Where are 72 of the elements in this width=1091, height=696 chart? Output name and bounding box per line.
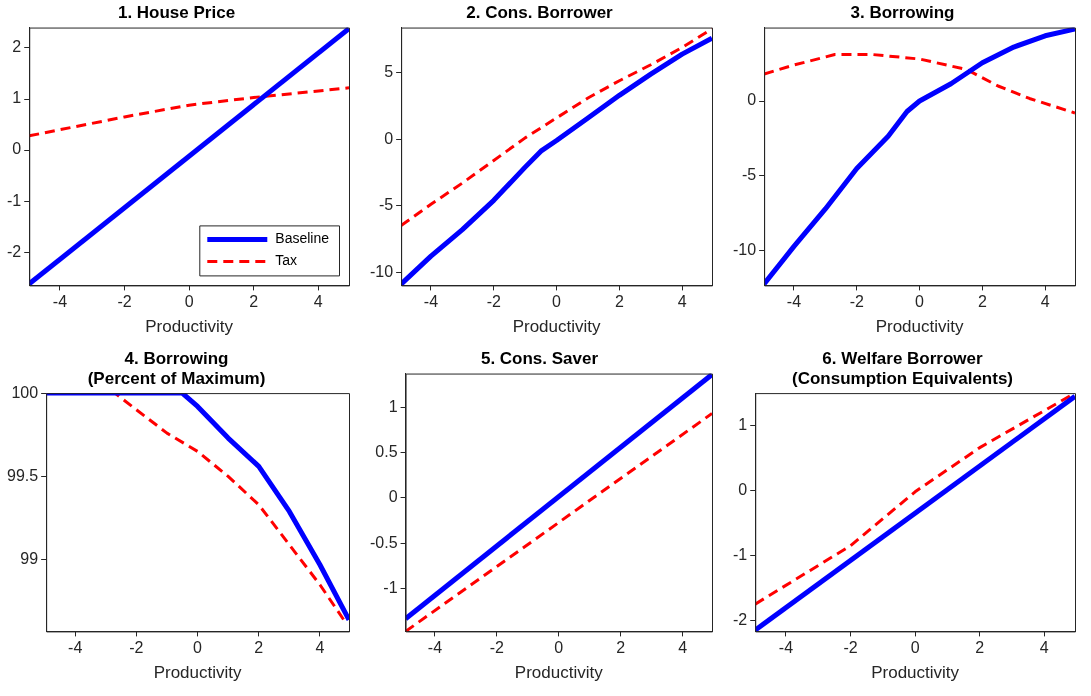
x-tick-label: 4: [313, 293, 323, 311]
y-tick-label: 1: [12, 89, 22, 107]
x-tick-label: -4: [427, 639, 443, 657]
y-tick-label: -1: [383, 579, 398, 597]
y-tick-label: -5: [741, 166, 757, 184]
y-tick-label: 1: [388, 397, 398, 415]
x-tick-label: 0: [184, 293, 194, 311]
y-tick-label: 0: [388, 488, 398, 506]
x-tick-label: 4: [678, 639, 688, 657]
x-axis-title: Productivity: [512, 317, 601, 337]
x-tick-label: 4: [1040, 293, 1050, 311]
y-tick-label: -2: [6, 242, 22, 260]
text: 6. Welfare Borrower: [822, 349, 983, 369]
line-series: [29, 86, 349, 138]
y-tick-label: 100: [11, 383, 39, 401]
x-tick-label: -4: [423, 293, 439, 311]
x-tick-label: 2: [614, 293, 624, 311]
x-tick-label: 0: [552, 293, 562, 311]
text: 4. Borrowing: [124, 349, 229, 369]
x-tick-label: 0: [910, 639, 920, 657]
x-tick-label: -2: [486, 293, 501, 311]
x-tick-label: 4: [677, 293, 687, 311]
x-tick-label: -4: [786, 293, 802, 311]
text: 1. House Price: [117, 3, 236, 23]
y-tick-label: 99: [20, 550, 39, 568]
y-tick-label: -2: [732, 610, 748, 628]
x-tick-label: 2: [254, 639, 264, 657]
text: 2. Cons. Borrower: [466, 3, 613, 23]
y-tick-label: -0.5: [369, 533, 398, 551]
x-tick-label: -4: [52, 293, 68, 311]
legend-label: Baseline: [275, 230, 330, 247]
x-tick-label: 2: [616, 639, 626, 657]
text: (Consumption Equivalents): [792, 369, 1013, 389]
text: 3. Borrowing: [850, 3, 955, 23]
y-tick-label: 99.5: [7, 466, 39, 484]
y-tick-label: 0.5: [375, 442, 398, 460]
x-tick-label: 2: [975, 639, 985, 657]
x-tick-label: 0: [193, 639, 203, 657]
x-tick-label: -2: [849, 293, 864, 311]
text: (Percent of Maximum): [87, 369, 266, 389]
y-tick-label: 5: [384, 63, 394, 81]
x-tick-label: 0: [554, 639, 564, 657]
x-tick-label: -2: [129, 639, 144, 657]
x-tick-label: -2: [489, 639, 505, 657]
y-tick-label: -10: [733, 241, 757, 259]
x-tick-label: 4: [315, 639, 325, 657]
legend-label: Tax: [275, 252, 298, 269]
line-series: [764, 53, 1075, 115]
y-tick-label: -10: [370, 262, 394, 280]
x-tick-label: -4: [68, 639, 83, 657]
x-axis-title: Productivity: [153, 663, 242, 683]
x-axis-title: Productivity: [514, 663, 604, 683]
x-tick-label: 2: [249, 293, 259, 311]
y-tick-label: 1: [738, 415, 748, 433]
y-tick-label: 2: [12, 38, 22, 56]
x-tick-label: 4: [1039, 639, 1049, 657]
y-tick-label: 0: [747, 91, 757, 109]
x-tick-label: -2: [117, 293, 132, 311]
x-tick-label: 0: [915, 293, 925, 311]
x-tick-label: 2: [977, 293, 987, 311]
y-tick-label: -1: [6, 191, 22, 209]
x-axis-title: Productivity: [875, 317, 964, 337]
y-tick-label: 0: [384, 129, 394, 147]
x-tick-label: -4: [778, 639, 794, 657]
y-tick-label: -5: [378, 196, 394, 214]
y-tick-label: 0: [738, 480, 748, 498]
y-tick-label: -1: [732, 545, 748, 563]
y-tick-label: 0: [12, 140, 22, 158]
x-tick-label: -2: [843, 639, 858, 657]
x-axis-title: Productivity: [871, 663, 960, 683]
text: 5. Cons. Saver: [480, 349, 599, 369]
x-axis-title: Productivity: [145, 317, 234, 337]
